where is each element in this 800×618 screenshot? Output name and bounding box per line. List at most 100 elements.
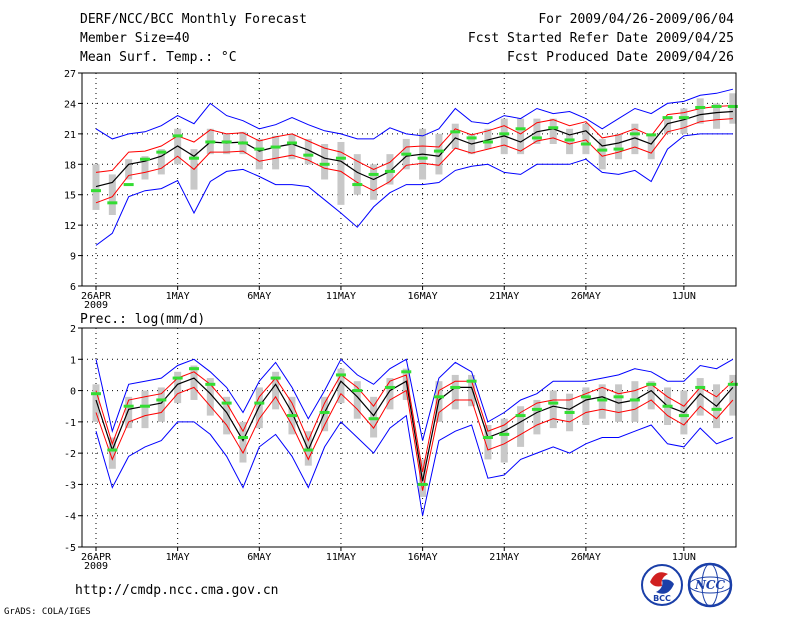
prec-spread-box (223, 396, 231, 435)
prec-green-mark (678, 414, 689, 418)
prec-xtick-label: 26APR (81, 552, 112, 563)
prec-spread-box (729, 374, 737, 416)
temp-spread-box (272, 135, 280, 170)
temp-mean-line (95, 110, 733, 188)
prec-xtick-label: 21MAY (489, 552, 519, 563)
temp-green-mark (646, 133, 657, 137)
prec-spread-box (500, 418, 508, 463)
prec-xtick-label: 1MAY (166, 552, 190, 563)
prec-green-mark (433, 395, 444, 399)
temp-max-line (95, 88, 734, 140)
prec-spread-box (582, 387, 590, 425)
prec-xtick-year: 2009 (84, 561, 108, 572)
temp-spread-box (435, 133, 443, 175)
prec-green-mark (629, 398, 640, 402)
temp-xtick-label: 26MAY (571, 291, 601, 302)
prec-spread-box (647, 381, 655, 410)
temp-green-mark (417, 156, 428, 160)
prec-spread-box (598, 384, 606, 419)
temp-spread-box (566, 128, 574, 155)
temp-green-mark (384, 169, 395, 173)
temp-green-mark (515, 127, 526, 131)
temp-spread-box (631, 123, 639, 155)
prec-green-mark (221, 401, 232, 405)
temp-green-mark (156, 150, 167, 154)
prec-ytick-label: 2 (70, 324, 76, 335)
prec-green-mark (450, 385, 461, 389)
prec-lower-line (95, 386, 734, 491)
temp-spread-box (549, 118, 557, 144)
temp-xtick-label: 16MAY (408, 291, 438, 302)
temp-green-mark (107, 201, 118, 205)
prec-green-mark (401, 370, 412, 374)
prec-green-mark (205, 382, 216, 386)
prec-green-mark (319, 410, 330, 414)
prec-green-mark (613, 395, 624, 399)
prec-green-mark (695, 385, 706, 389)
temp-green-mark (123, 183, 134, 187)
chart-title: DERF/NCC/BCC Monthly Forecast (80, 12, 307, 27)
prec-green-mark (352, 389, 363, 393)
temp-ytick-label: 18 (64, 160, 76, 171)
temp-xtick-label: 6MAY (247, 291, 271, 302)
prec-spread-box (125, 396, 133, 429)
temp-green-mark (662, 116, 673, 120)
temp-spread-box (255, 138, 263, 170)
source-url[interactable]: http://cmdp.ncc.cma.gov.cn (75, 583, 279, 598)
temp-spread-box (288, 133, 296, 160)
prec-green-mark (270, 376, 281, 380)
prec-spread-box (141, 390, 149, 429)
prec-green-mark (107, 448, 118, 452)
temp-lower-line (95, 118, 733, 204)
precip-title: Prec.: log(mm/d) (80, 312, 205, 327)
prec-green-mark (711, 407, 722, 411)
prec-frame (81, 327, 737, 548)
prec-green-mark (188, 367, 199, 371)
temp-ytick-label: 15 (64, 191, 76, 202)
temp-green-mark (254, 147, 265, 151)
temp-upper-line (95, 105, 733, 173)
prec-spread-box (370, 396, 378, 438)
temp-green-mark (352, 183, 363, 187)
prec-ytick-label: -5 (64, 543, 76, 554)
prec-green-mark (597, 398, 608, 402)
bcc-logo-swirl-blue (656, 579, 674, 594)
temp-spread-box (517, 118, 525, 155)
temp-spread-box (680, 108, 688, 134)
temp-spread-box (582, 123, 590, 155)
prec-spread-box (272, 371, 280, 410)
temp-xtick-label: 1MAY (166, 291, 190, 302)
prec-xtick-label: 16MAY (408, 552, 438, 563)
prec-spread-box (386, 378, 394, 410)
temp-green-mark (172, 134, 183, 138)
temp-green-mark (548, 126, 559, 130)
temp-spread-box (304, 138, 312, 165)
prec-spread-box (337, 368, 345, 404)
temp-green-mark (580, 142, 591, 146)
temp-green-mark (401, 152, 412, 156)
temp-green-mark (727, 104, 738, 108)
prec-spread-box (157, 387, 165, 422)
temp-green-mark (237, 141, 248, 145)
prec-green-mark (335, 373, 346, 377)
prec-green-mark (156, 398, 167, 402)
temp-spread-box (223, 133, 231, 155)
prec-spread-box (353, 381, 361, 419)
ncc-logo-meridian (701, 563, 719, 607)
prec-spread-box (206, 378, 214, 416)
prec-green-mark (564, 410, 575, 414)
temp-xtick-label: 21MAY (489, 291, 519, 302)
temp-spread-box (321, 144, 329, 180)
prec-spread-box (468, 374, 476, 407)
prec-green-mark (286, 414, 297, 418)
temp-green-mark (270, 145, 281, 149)
prec-xtick-label: 1JUN (672, 552, 696, 563)
temp-xtick-label: 11MAY (326, 291, 356, 302)
prec-spread-box (92, 384, 100, 422)
temp-green-mark (531, 136, 542, 140)
prec-ytick-label: 0 (70, 387, 76, 398)
ncc-logo: NCC (687, 562, 733, 608)
